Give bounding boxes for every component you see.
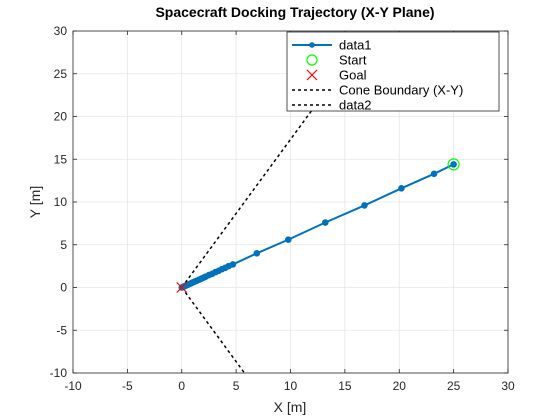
legend-entry: Cone Boundary (X-Y) [292,83,463,98]
y-tick-label: 10 [54,195,68,209]
x-tick-label: 0 [178,379,185,393]
legend-box [286,31,500,112]
legend-entry: data2 [292,98,372,113]
trajectory-point [361,202,368,209]
x-tick-label: 15 [338,379,352,393]
trajectory-point [430,170,438,178]
trajectory-point [285,236,292,243]
legend-label: Start [339,53,367,68]
x-tick-label: -5 [122,379,133,393]
legend-marker [309,42,315,48]
trajectory-point [398,185,405,192]
y-tick-label: 30 [54,24,68,38]
legend-label: Cone Boundary (X-Y) [339,83,463,98]
start-marker [447,158,460,171]
y-tick-label: -10 [50,366,68,380]
y-tick-label: 5 [60,238,67,252]
x-tick-label: 30 [501,379,515,393]
x-tick-label: 25 [447,379,461,393]
y-tick-label: -5 [56,323,67,337]
goal-marker [176,282,188,293]
legend-label: data2 [339,98,372,113]
legend-label: data1 [339,38,372,53]
trajectory-point [450,161,457,168]
y-tick-label: 25 [54,67,68,81]
x-tick-label: -10 [64,379,82,393]
x-axis-label: X [m] [274,399,307,415]
x-tick-label: 20 [393,379,407,393]
x-tick-label: 10 [284,379,298,393]
trajectory-point [253,250,261,257]
legend-swatch [306,54,318,66]
legend-swatch [306,69,318,81]
legend-entry: Goal [306,68,367,83]
y-axis-label: Y [m] [27,186,43,218]
y-tick-label: 20 [54,110,68,124]
chart-title: Spacecraft Docking Trajectory (X-Y Plane… [155,4,434,20]
y-tick-label: 15 [54,152,68,166]
legend-entry: Start [306,53,367,68]
y-tick-label: 0 [60,281,67,295]
x-tick-label: 5 [233,379,240,393]
trajectory-point [322,219,329,226]
axis-ticks: -10 -5 0 5 10 15 20 25 30 -10 -5 0 5 10 15 20 25 30 [50,24,515,393]
legend-label: Goal [339,68,367,83]
legend-entry: data1 [292,38,372,53]
